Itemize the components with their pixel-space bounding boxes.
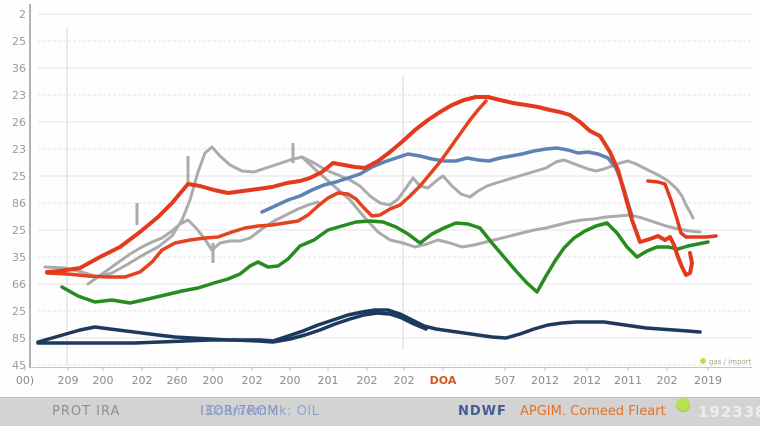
y-axis-label: 35 bbox=[12, 251, 26, 264]
legend-label: gas / import bbox=[709, 358, 752, 366]
series-navy-upper bbox=[36, 308, 702, 344]
footer-bar: PROT IRA I3OR/7ROM Coomemick: OIL NDWF AP… bbox=[0, 397, 760, 426]
footer-status-value: 192338 bbox=[698, 403, 760, 421]
y-axis-label: 36 bbox=[12, 62, 26, 75]
x-axis-label: 2012 bbox=[531, 374, 559, 387]
y-axis-label: 25 bbox=[12, 35, 26, 48]
y-axis-label: 25 bbox=[12, 170, 26, 183]
series-red-right bbox=[646, 179, 718, 239]
x-axis-label: 200 bbox=[93, 374, 114, 387]
x-axis-label: 2019 bbox=[694, 374, 722, 387]
series-red-main bbox=[45, 95, 694, 277]
x-axis-label: 202 bbox=[657, 374, 678, 387]
y-axis-label: 2 bbox=[19, 8, 26, 21]
x-axis-label: 201 bbox=[318, 374, 339, 387]
series-red-low bbox=[45, 99, 488, 279]
series-green bbox=[60, 219, 710, 305]
x-axis-label: 202 bbox=[132, 374, 153, 387]
y-axis-label: 86 bbox=[12, 197, 26, 210]
footer-report-label: PROT IRA bbox=[52, 404, 121, 419]
status-dot-icon bbox=[676, 398, 690, 412]
x-axis-label: 507 bbox=[495, 374, 516, 387]
footer-source-code: I3OR/7ROM bbox=[200, 404, 280, 419]
footer-orange-label: APGIM. Comeed Fleart bbox=[520, 404, 666, 419]
series-gray-mid bbox=[300, 155, 702, 249]
series-gray-upper bbox=[43, 145, 695, 279]
x-axis-label: 209 bbox=[58, 374, 79, 387]
x-axis-label: DOA bbox=[430, 374, 457, 387]
legend-dot-icon bbox=[700, 358, 706, 364]
y-axis-label: 45 bbox=[12, 359, 26, 372]
y-axis-label: 25 bbox=[12, 305, 26, 318]
y-axis-label: 23 bbox=[12, 143, 26, 156]
series-navy-lower bbox=[36, 311, 428, 345]
x-axis-label: 202 bbox=[394, 374, 415, 387]
x-axis-label: 202 bbox=[357, 374, 378, 387]
line-chart: 2 25 36 23 26 23 25 86 25 35 66 25 85 45 00) 209 200 202 2… bbox=[12, 4, 752, 387]
y-axis-label: 85 bbox=[12, 332, 26, 345]
y-axis-label: 23 bbox=[12, 89, 26, 102]
x-axis-label: 260 bbox=[167, 374, 188, 387]
x-axis-label: 200 bbox=[280, 374, 301, 387]
x-axis-label: 2012 bbox=[573, 374, 601, 387]
y-axis-label: 25 bbox=[12, 224, 26, 237]
footer-ndwf-label: NDWF bbox=[458, 404, 507, 419]
y-axis-label: 26 bbox=[12, 116, 26, 129]
footer-source-name: Coomemick: OIL bbox=[206, 404, 320, 419]
x-axis-label: 2011 bbox=[614, 374, 642, 387]
series-blue bbox=[260, 146, 634, 218]
x-axis-label: 00) bbox=[16, 374, 34, 387]
y-axis-label: 66 bbox=[12, 278, 26, 291]
x-axis-label: 202 bbox=[242, 374, 263, 387]
x-axis-label: 200 bbox=[203, 374, 224, 387]
